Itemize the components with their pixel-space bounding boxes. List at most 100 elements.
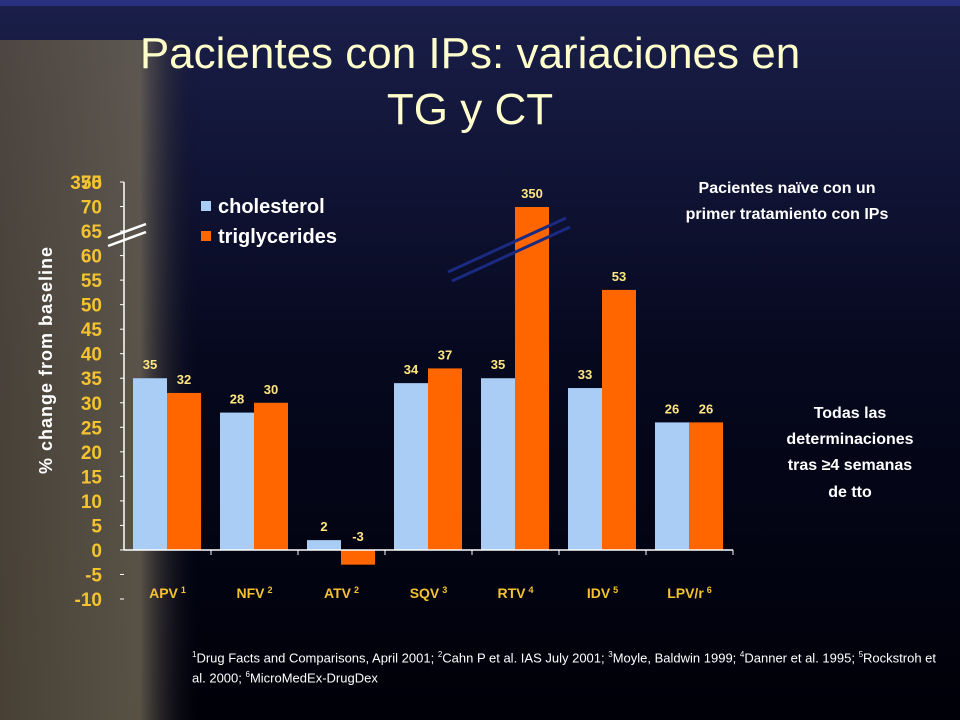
footnote-text: Danner et al. 1995; [744, 650, 855, 666]
category: NFV [236, 585, 265, 601]
footnote-number: 6 [245, 670, 250, 680]
data-label: 37 [438, 347, 452, 362]
x-tick-label: LPV/r 6 [667, 585, 712, 601]
bar [167, 392, 201, 550]
annotation: Todas las [814, 405, 887, 422]
data-label: 28 [230, 392, 244, 407]
data-label: -3 [352, 529, 364, 544]
title: Pacientes con IPs: variaciones en [140, 29, 800, 78]
footnote-number: 5 [858, 650, 864, 659]
annotations: Pacientes naïve con un primer tratamient… [686, 180, 914, 501]
category: SQV [410, 585, 440, 601]
data-label: 30 [264, 382, 278, 397]
bar [220, 412, 254, 550]
category-ref: 5 [613, 585, 618, 595]
category: APV [149, 585, 178, 601]
data-label: 350 [521, 186, 543, 201]
annotation: de tto [828, 484, 872, 501]
bar [568, 388, 602, 550]
bar [133, 378, 167, 550]
y-tick-label: 15 [81, 467, 103, 488]
footnote-text: MicroMedEx-DrugDex [249, 670, 378, 686]
axis-break [451, 225, 571, 283]
data-label: 34 [404, 362, 419, 377]
legend-label: triglycerides [218, 226, 337, 248]
category-ref: 6 [707, 585, 712, 595]
data-label: 26 [699, 401, 713, 416]
y-tick-label: 350 [70, 173, 102, 194]
y-tick-label: 25 [81, 418, 103, 439]
y-axis-label: % change from baseline [36, 246, 56, 474]
bar [655, 422, 689, 550]
y-tick-label: 60 [81, 247, 102, 268]
y-tick-label: 30 [81, 394, 102, 415]
footnote-number: 1 [192, 650, 197, 659]
footnote-text: Moyle, Baldwin 1999; [612, 650, 737, 666]
x-tick-label: APV 1 [149, 585, 186, 601]
y-tick-label: 35 [81, 369, 103, 390]
y-tick-label: -5 [85, 565, 102, 586]
x-tick-label: RTV 4 [497, 585, 533, 601]
axis-break [107, 230, 147, 248]
annotation: Pacientes naïve con un [699, 180, 876, 197]
data-label: 32 [177, 372, 191, 387]
y-tick-label: 45 [81, 320, 103, 341]
category: LPV/r [667, 585, 704, 601]
legend-swatch [201, 231, 211, 241]
y-tick-label: 55 [81, 271, 103, 292]
bar [481, 378, 515, 550]
x-tick-label: SQV 3 [410, 585, 448, 601]
y-tick-label: 20 [81, 443, 102, 464]
legend-label: cholesterol [218, 196, 325, 218]
axis-break [107, 222, 147, 240]
data-label: 35 [491, 357, 505, 372]
bar [515, 207, 549, 550]
bar [254, 402, 288, 550]
footnote-number: 3 [608, 650, 613, 659]
bar [307, 540, 341, 550]
y-tick-label: -10 [75, 590, 102, 611]
y-tick-label: 75 [81, 173, 103, 194]
data-label: 26 [665, 401, 679, 416]
annotation: determinaciones [786, 431, 913, 448]
legend-swatch [201, 201, 211, 211]
top-band [0, 0, 960, 6]
footnotes: 1Drug Facts and Comparisons, April 2001;… [192, 646, 952, 687]
category-ref: 2 [354, 585, 359, 595]
bar [602, 289, 636, 550]
x-tick-label: IDV 5 [587, 585, 618, 601]
x-tick-label: NFV 2 [236, 585, 272, 601]
category: ATV [324, 585, 352, 601]
category-ref: 3 [442, 585, 447, 595]
data-label: 2 [320, 519, 327, 534]
y-tick-label: 5 [91, 516, 102, 537]
footnote-text: Drug Facts and Comparisons, April 2001; [196, 650, 435, 666]
y-tick-label: 50 [81, 296, 102, 317]
data-label: 33 [578, 367, 592, 382]
category-ref: 2 [267, 585, 272, 595]
category: RTV [497, 585, 526, 601]
bar [689, 422, 723, 550]
bar [428, 368, 462, 550]
title: TG y CT [387, 85, 553, 134]
footnote-number: 2 [437, 650, 443, 659]
footnote-text: Cahn P et al. IAS July 2001; [442, 650, 605, 666]
category-ref: 4 [528, 585, 533, 595]
footnote-number: 4 [739, 650, 745, 659]
annotation: tras ≥4 semanas [788, 457, 913, 474]
axis-break [447, 216, 567, 274]
y-tick-label: 70 [81, 198, 102, 219]
y-tick-label: 10 [81, 492, 102, 513]
y-tick-label: 0 [91, 541, 102, 562]
annotation: primer tratamiento con IPs [686, 206, 889, 223]
bar [394, 383, 428, 550]
y-tick-label: 40 [81, 345, 102, 366]
x-tick-label: ATV 2 [324, 585, 359, 601]
footnote-text: Rockstroh et al. 2000; [192, 650, 937, 686]
category-ref: 1 [181, 585, 186, 595]
bar [341, 549, 375, 565]
data-label: 35 [143, 357, 157, 372]
